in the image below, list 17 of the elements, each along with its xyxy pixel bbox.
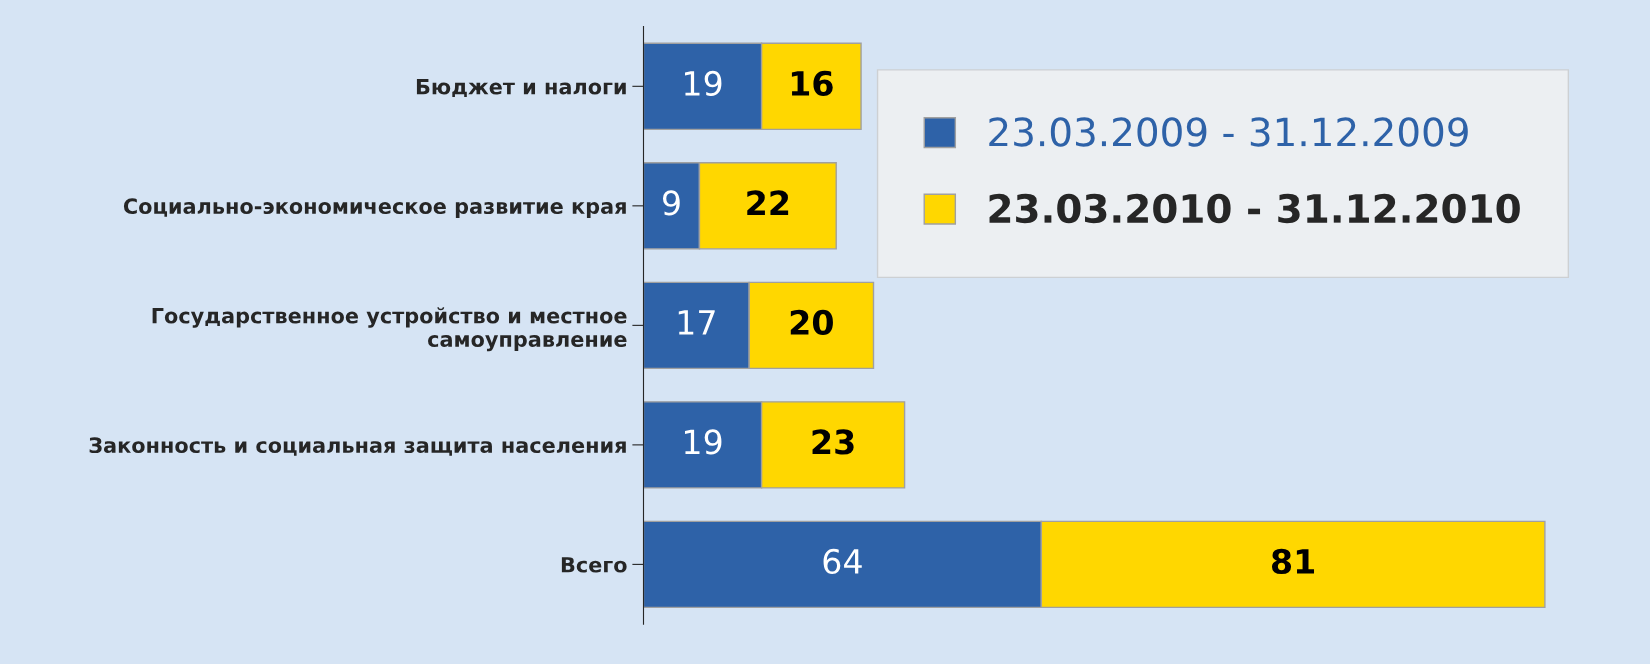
legend-label: 23.03.2010 - 31.12.2010 <box>989 193 1520 224</box>
data-label: 81 <box>1271 548 1315 575</box>
data-label: 22 <box>747 190 789 216</box>
data-label: 23 <box>812 429 854 455</box>
data-label: 19 <box>685 70 722 96</box>
y-tick-label: Бюджет и налоги <box>416 79 626 98</box>
legend-label: 23.03.2009 - 31.12.2009 <box>989 117 1468 147</box>
data-label: 64 <box>823 548 862 575</box>
data-label: 17 <box>678 310 715 335</box>
data-label: 16 <box>791 70 833 96</box>
y-tick-label: Социально-экономическое развитие края <box>123 198 626 219</box>
y-tick-label: Всего <box>561 557 627 573</box>
data-label: 19 <box>685 429 722 455</box>
data-label: 9 <box>662 190 680 216</box>
y-tick-label: Законность и социальная защита населения <box>89 437 626 456</box>
y-tick-label: Государственное устройство и местное самоуправление <box>152 307 627 352</box>
data-label: 20 <box>790 309 833 336</box>
